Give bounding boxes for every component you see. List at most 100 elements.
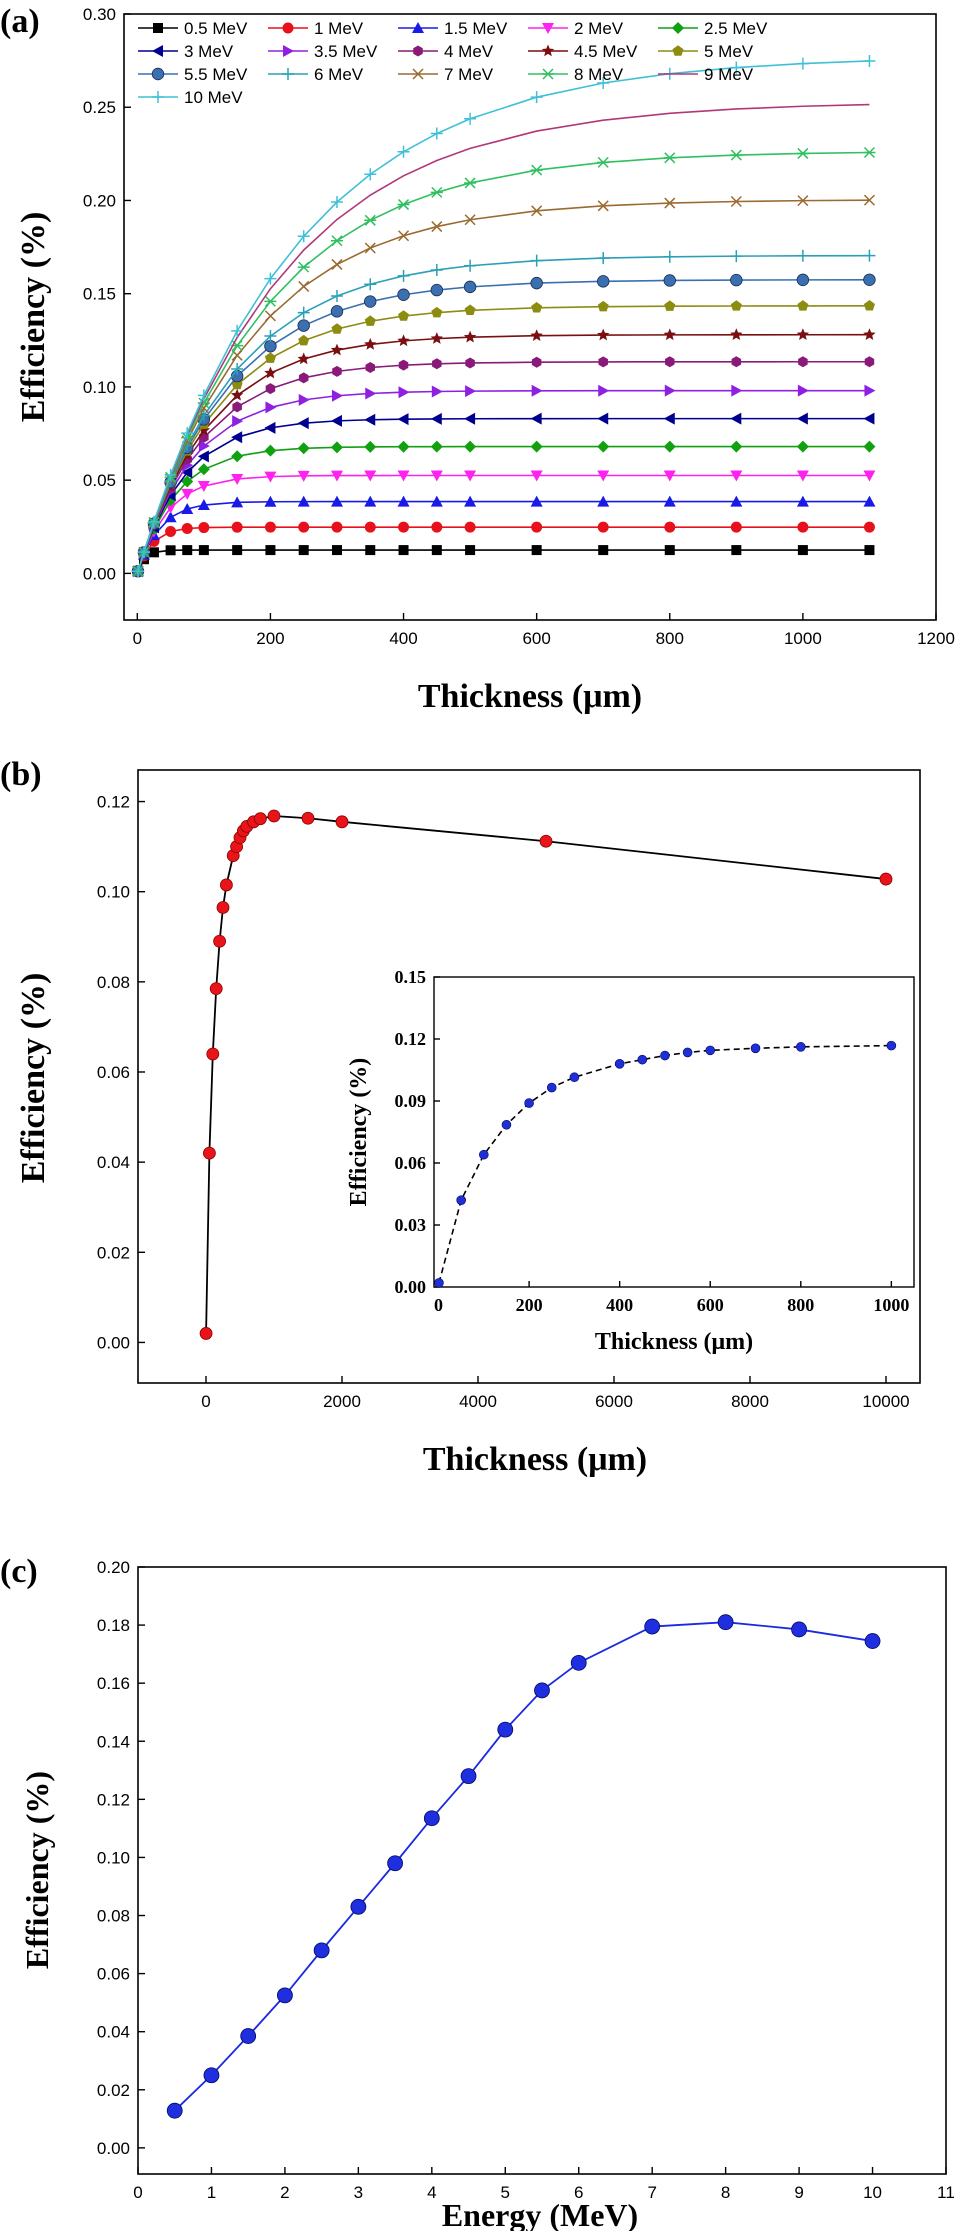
panel-b-y-tick-label: 0.10 <box>97 883 130 902</box>
panel-a-data-point <box>137 546 150 559</box>
panel-a-data-point <box>181 502 194 514</box>
panel-a-data-point <box>463 330 477 343</box>
panel-a-data-point <box>298 393 310 406</box>
panel-b-inset-data-point <box>524 1098 534 1108</box>
panel-b-inset-ticks: 0 200 400 600 800 1000 0.00 0.03 0.06 0.09 0.12 0.1… <box>395 967 910 1315</box>
panel-c-y-tick-label: 0.10 <box>97 1848 130 1867</box>
panel-a-data-point <box>264 495 277 507</box>
panel-a-data-point <box>165 545 176 556</box>
panel-a-data-point <box>430 332 443 344</box>
panel-a-data-point <box>796 440 809 453</box>
panel-a-y-tick-label: 0.05 <box>83 471 116 490</box>
panel-c-x-tick-label: 0 <box>133 2183 142 2202</box>
panel-a-y-tick-label: 0.10 <box>83 378 116 397</box>
panel-b-inset-data-point <box>660 1050 670 1061</box>
panel-b-x-tick-label: 0 <box>201 1392 210 1411</box>
panel-a-data-point <box>131 565 144 578</box>
panel-c-series-line <box>174 1621 873 2112</box>
panel-a-data-point <box>664 545 675 556</box>
panel-b-inset-data-point <box>456 1195 466 1205</box>
legend-label: 10 MeV <box>184 88 243 107</box>
panel-a-data-point <box>530 164 543 176</box>
panel-b-inset-data-point <box>682 1047 693 1058</box>
panel-a-label: (a) <box>0 3 40 40</box>
panel-b-plot-frame <box>137 769 921 1384</box>
panel-a-x-tick-label: 200 <box>256 629 284 648</box>
panel-c-y-tick-label: 0.06 <box>97 1965 130 1984</box>
panel-a-data-point <box>264 339 277 353</box>
panel-a-data-point <box>397 413 409 426</box>
legend-marker <box>412 22 424 33</box>
panel-a-data-point <box>530 440 543 453</box>
panel-a-data-point <box>530 254 543 267</box>
panel-a-data-point <box>797 545 808 556</box>
panel-a-data-point <box>731 545 742 556</box>
panel-a-data-point <box>730 495 743 507</box>
panel-a-x-tick-label: 800 <box>656 629 684 648</box>
panel-a-series-line <box>137 445 870 572</box>
panel-a-data-point <box>730 328 743 341</box>
panel-a-data-point <box>797 300 809 311</box>
panel-c-series <box>166 1614 881 2119</box>
panel-a-data-point <box>863 146 876 159</box>
panel-a-data-point <box>597 328 610 341</box>
panel-a-data-point <box>181 427 194 440</box>
panel-b-y-axis-title: Efficiency (%) <box>15 973 52 1184</box>
panel-a-data-point <box>181 488 194 500</box>
panel-a-y-axis-title: Efficiency (%) <box>15 212 52 423</box>
panel-a-data-point <box>197 499 210 511</box>
panel-c-data-point <box>203 2067 220 2084</box>
panel-a-data-point <box>663 328 676 341</box>
legend-label: 4.5 MeV <box>574 42 638 61</box>
panel-b-inset-x-tick-label: 200 <box>516 1295 543 1315</box>
panel-a-data-point <box>597 412 609 425</box>
panel-a-data-point <box>597 252 610 265</box>
panel-c-x-tick-label: 5 <box>501 2183 510 2202</box>
panel-a-data-point <box>730 61 743 74</box>
panel-a-data-point <box>597 275 610 288</box>
panel-a-x-tick-label: 600 <box>522 629 550 648</box>
panel-a-data-point <box>797 195 809 207</box>
panel-b-inset-y-axis-title: Efficiency (%) <box>346 1058 372 1207</box>
panel-a-data-point <box>331 389 343 402</box>
legend-marker <box>152 45 163 57</box>
panel-c-data-point <box>350 1898 367 1915</box>
panel-a-data-point <box>598 545 609 556</box>
panel-a-data-point <box>730 149 743 161</box>
panel-a-data-point <box>365 361 376 373</box>
panel-c-y-tick-label: 0.08 <box>97 1907 130 1926</box>
panel-a-data-point <box>197 463 210 476</box>
panel-c-y-tick-label: 0.04 <box>97 2023 130 2042</box>
legend-label: 3.5 MeV <box>314 42 378 61</box>
panel-c-data-point <box>423 1810 440 1827</box>
panel-a-data-point <box>731 356 742 368</box>
panel-a-data-point <box>464 495 477 507</box>
panel-b-data-point <box>301 811 315 825</box>
panel-a-data-point <box>364 315 376 326</box>
panel-a-data-point <box>863 273 876 286</box>
panel-a-data-point <box>864 356 875 368</box>
panel-a-data-point <box>664 521 676 533</box>
panel-a-data-point <box>430 495 443 507</box>
panel-c-x-tick-label: 7 <box>647 2183 656 2202</box>
panel-a-series-line <box>137 549 870 572</box>
panel-a-data-point <box>364 440 377 453</box>
panel-c-y-tick-label: 0.12 <box>97 1790 130 1809</box>
panel-b-inset-series <box>434 1040 897 1288</box>
panel-a-data-point <box>863 440 876 453</box>
panel-b-inset-y-tick-label: 0.03 <box>395 1215 427 1235</box>
panel-a-data-point <box>430 470 443 482</box>
panel-a-data-point <box>332 365 342 377</box>
legend-marker <box>413 45 423 57</box>
panel-c-data-point <box>864 1633 881 1649</box>
panel-a-data-point <box>863 300 875 311</box>
panel-c-y-tick-label: 0.18 <box>97 1616 130 1635</box>
panel-a-data-point <box>398 521 410 533</box>
panel-a-series-line <box>137 305 870 572</box>
panel-a-data-point <box>430 186 443 198</box>
legend-marker <box>672 22 684 34</box>
panel-b-inset-y-tick-label: 0.06 <box>395 1153 427 1173</box>
panel-b-x-tick-label: 6000 <box>595 1392 633 1411</box>
panel-a-data-point <box>264 444 277 457</box>
panel-a-data-point <box>330 414 342 427</box>
